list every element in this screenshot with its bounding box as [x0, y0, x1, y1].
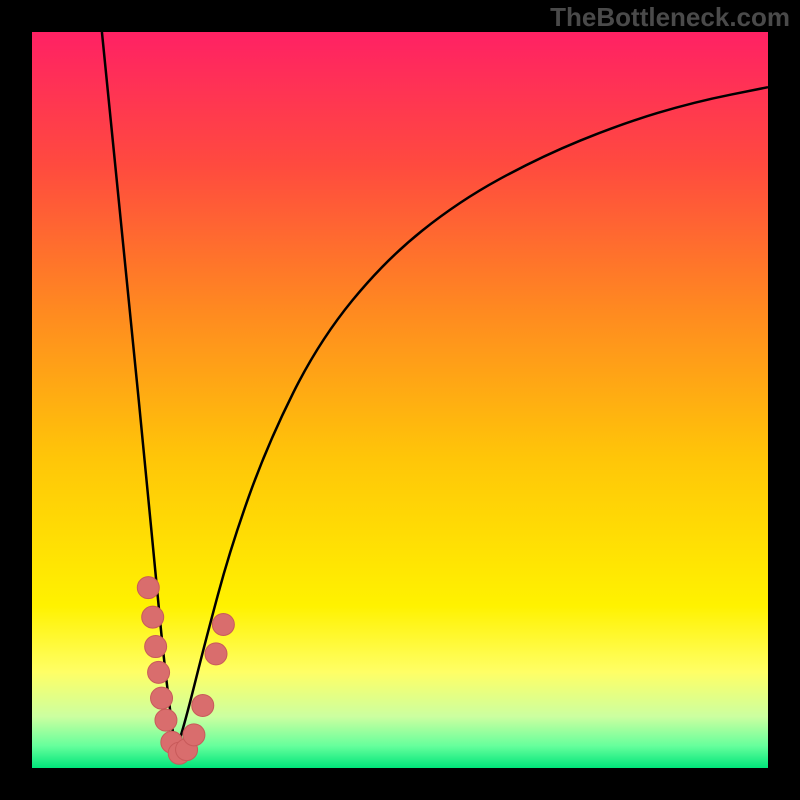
watermark-text: TheBottleneck.com [550, 2, 790, 33]
data-marker [192, 694, 214, 716]
data-marker [205, 643, 227, 665]
data-marker [137, 577, 159, 599]
chart-svg [0, 0, 800, 800]
data-marker [142, 606, 164, 628]
data-marker [183, 724, 205, 746]
right-curve [176, 87, 768, 753]
data-marker [148, 661, 170, 683]
data-marker [155, 709, 177, 731]
data-marker [151, 687, 173, 709]
data-marker [212, 613, 234, 635]
data-marker [145, 636, 167, 658]
